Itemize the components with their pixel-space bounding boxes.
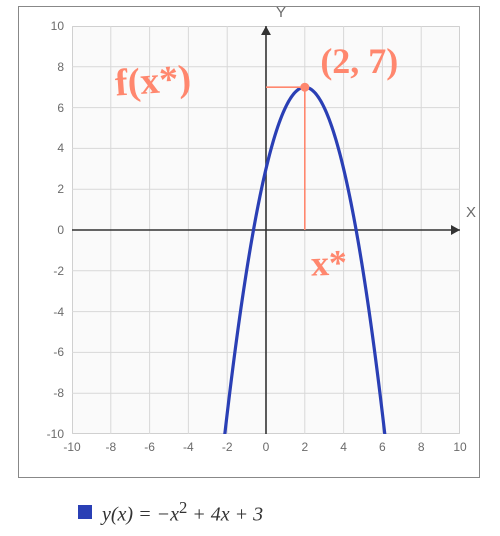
- y-tick-label: -2: [53, 264, 64, 278]
- vertex-dot: [300, 83, 309, 92]
- y-tick-label: 6: [57, 101, 64, 115]
- x-tick-label: -6: [144, 440, 155, 454]
- x-tick-label: 2: [301, 440, 308, 454]
- x-tick-label: 8: [418, 440, 425, 454]
- legend-prefix: y(x) =: [102, 504, 157, 526]
- handwritten-annotation: x*: [310, 241, 347, 284]
- handwritten-annotation: (2, 7): [320, 40, 398, 82]
- x-tick-label: -4: [183, 440, 194, 454]
- y-tick-label: -4: [53, 305, 64, 319]
- x-tick-label: 0: [263, 440, 270, 454]
- x-tick-label: -8: [105, 440, 116, 454]
- y-tick-label: -6: [53, 345, 64, 359]
- x-axis-label: X: [466, 204, 476, 221]
- x-tick-label: -10: [63, 440, 80, 454]
- x-tick-label: 4: [340, 440, 347, 454]
- x-tick-label: 6: [379, 440, 386, 454]
- y-tick-label: -8: [53, 386, 64, 400]
- y-tick-label: 4: [57, 141, 64, 155]
- legend-swatch: [78, 505, 92, 519]
- legend-text: y(x) = −x2 + 4x + 3: [102, 498, 263, 527]
- y-axis-label: Y: [276, 4, 286, 21]
- x-tick-label: 10: [453, 440, 466, 454]
- y-tick-label: 0: [57, 223, 64, 237]
- y-tick-label: 10: [51, 19, 64, 33]
- x-tick-label: -2: [222, 440, 233, 454]
- legend-rest: + 4x + 3: [187, 504, 263, 526]
- y-tick-label: 8: [57, 60, 64, 74]
- y-tick-label: -10: [47, 427, 64, 441]
- chart-container: X Y -10 -8 -6 -4 -2 0 2 4 6 8 10 -10 -8 -6 -4 -2 0 2 4 6 8 10…: [0, 0, 500, 536]
- y-tick-label: 2: [57, 182, 64, 196]
- legend: y(x) = −x2 + 4x + 3: [78, 498, 263, 527]
- legend-formula: −x: [157, 504, 179, 526]
- handwritten-annotation: f(x*): [113, 56, 192, 105]
